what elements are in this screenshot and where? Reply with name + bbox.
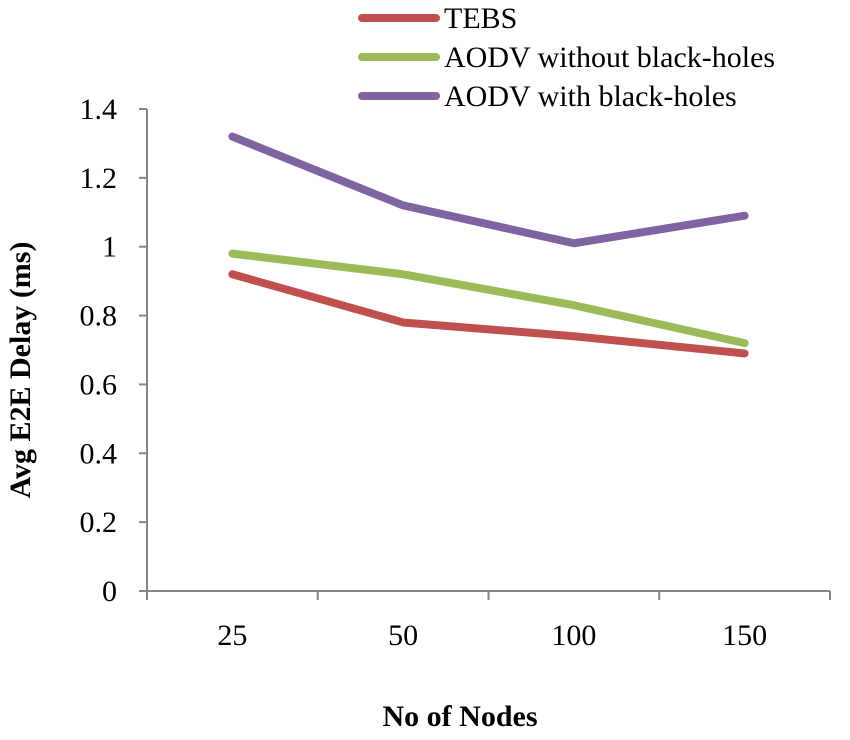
y-tick-label: 1.2	[80, 162, 118, 195]
y-tick-label: 0	[102, 575, 117, 608]
y-tick-label: 0.4	[80, 437, 118, 470]
y-tick-label: 1.4	[80, 93, 118, 126]
legend-label: AODV without black-holes	[444, 41, 775, 74]
series-lines	[232, 136, 744, 353]
x-ticks: 25 50 100 150	[147, 591, 830, 652]
x-tick-label: 100	[551, 619, 596, 652]
y-tick-label: 0.8	[80, 300, 118, 333]
legend: TEBS AODV without black-holes AODV with bl…	[362, 2, 775, 113]
legend-label: TEBS	[444, 2, 517, 35]
y-ticks: 0 0.2 0.4 0.6 0.8 1 1.2 1.4	[80, 93, 148, 608]
legend-label: AODV with black-holes	[444, 80, 737, 113]
y-axis-title: Avg E2E Delay (ms)	[4, 242, 37, 499]
x-tick-label: 25	[217, 619, 247, 652]
x-axis-title: No of Nodes	[383, 700, 538, 733]
y-tick-label: 1	[102, 231, 117, 264]
x-tick-label: 50	[388, 619, 418, 652]
series-line-2	[232, 137, 744, 244]
y-tick-label: 0.2	[80, 506, 118, 539]
y-tick-label: 0.6	[80, 368, 118, 401]
x-tick-label: 150	[722, 619, 767, 652]
